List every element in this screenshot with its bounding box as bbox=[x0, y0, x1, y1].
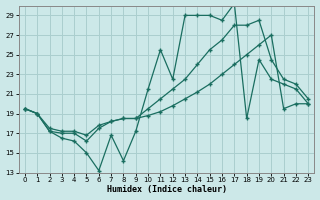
X-axis label: Humidex (Indice chaleur): Humidex (Indice chaleur) bbox=[107, 185, 227, 194]
